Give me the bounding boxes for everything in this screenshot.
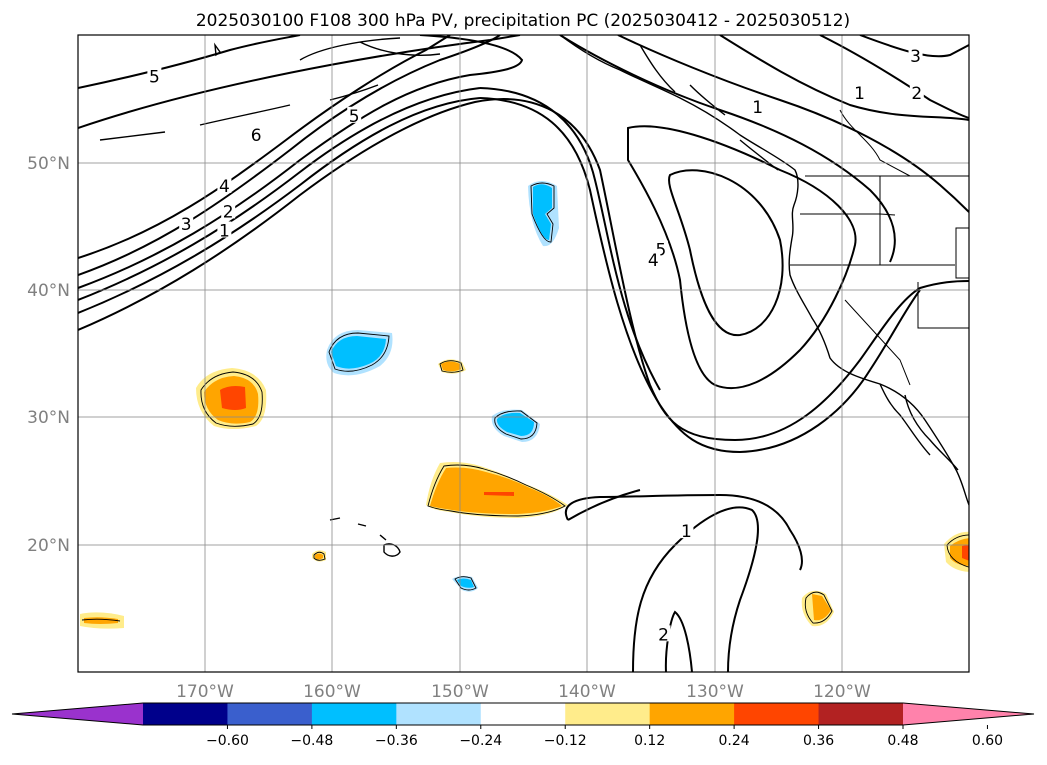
colorbar-segment bbox=[227, 703, 313, 725]
colorbar-tick-label: 0.36 bbox=[803, 733, 834, 749]
pv-contour-label: 2 bbox=[223, 202, 234, 222]
pv-contour-label: 5 bbox=[656, 241, 667, 261]
pv-contour-label: 1 bbox=[681, 522, 692, 542]
lat-tick-labels: 50°N 40°N 30°N 20°N bbox=[27, 154, 70, 556]
pv-contour-label: 3 bbox=[910, 47, 921, 67]
precip-pc-positive bbox=[315, 553, 323, 560]
lon-tick-label: 120°W bbox=[813, 682, 871, 702]
colorbar-segment bbox=[734, 703, 820, 725]
lat-tick-label: 50°N bbox=[27, 154, 70, 174]
pv-contour-label: 2 bbox=[911, 84, 922, 104]
coastlines bbox=[99, 35, 969, 557]
lon-tick-label: 150°W bbox=[431, 682, 489, 702]
borders bbox=[790, 109, 969, 386]
alaska-coast bbox=[559, 35, 969, 506]
pv-contour-label-bg bbox=[750, 97, 765, 114]
colorbar-tick-label: 0.48 bbox=[887, 733, 918, 749]
colorbar-tick-label: −0.24 bbox=[459, 733, 502, 749]
lat-tick-label: 30°N bbox=[27, 408, 70, 428]
lon-tick-label: 140°W bbox=[558, 682, 616, 702]
lon-tick-label: 160°W bbox=[303, 682, 361, 702]
pv-contour-label: 4 bbox=[648, 251, 659, 271]
baja-peninsula bbox=[879, 383, 959, 471]
pv-contour-label: 1 bbox=[854, 84, 865, 104]
colorbar: −0.60 −0.48 −0.36 −0.24 −0.12 0.12 0.24 0.36 0.4… bbox=[11, 702, 1035, 749]
lat-tick-label: 20°N bbox=[27, 536, 70, 556]
pv-contour-label-bg bbox=[679, 522, 694, 539]
colorbar-outline bbox=[11, 702, 1035, 726]
pv-contour-label-bg bbox=[221, 202, 236, 219]
pv-contour-label: 4 bbox=[219, 177, 230, 197]
colorbar-segment bbox=[649, 703, 735, 725]
colorbar-extend-min bbox=[12, 703, 143, 725]
lon-tick-label: 130°W bbox=[686, 682, 744, 702]
colorbar-tick-label: −0.60 bbox=[206, 733, 249, 749]
precip-pc-negative bbox=[533, 184, 552, 240]
precip-pc-positive bbox=[220, 386, 246, 410]
pv-contour-label: 2 bbox=[658, 625, 669, 645]
pv-contour-label-bg bbox=[908, 46, 923, 63]
pv-contour-label-bg bbox=[646, 250, 661, 267]
pv-contour-label-bg bbox=[249, 125, 264, 142]
precip-pc-negative bbox=[331, 336, 386, 369]
gridlines bbox=[78, 35, 969, 672]
colorbar-segment bbox=[143, 703, 228, 725]
colorbar-segment bbox=[311, 703, 397, 725]
colorbar-tick-label: −0.48 bbox=[290, 733, 333, 749]
precip-pc-positive bbox=[484, 492, 514, 496]
map-frame bbox=[77, 34, 970, 673]
colorbar-tick-label: 0.24 bbox=[719, 733, 750, 749]
map-title: 2025030100 F108 300 hPa PV, precipitatio… bbox=[196, 11, 850, 31]
pv-contour-label-bg bbox=[217, 176, 232, 193]
lon-tick-labels: 170°W 160°W 150°W 140°W 130°W 120°W bbox=[176, 682, 871, 702]
colorbar-segment bbox=[565, 703, 651, 725]
map-background bbox=[78, 35, 969, 672]
pv-contour-label-bg bbox=[179, 215, 194, 232]
pv-contours bbox=[78, 35, 969, 672]
bc-islands bbox=[639, 44, 779, 171]
precip-pc-positive bbox=[962, 544, 969, 561]
colorbar-tick-label: 0.60 bbox=[972, 733, 1003, 749]
lon-tick-label: 170°W bbox=[176, 682, 234, 702]
pv-contour-label: 5 bbox=[149, 67, 160, 87]
colorbar-extend-max bbox=[903, 703, 1034, 725]
pv-contour-label-bg bbox=[347, 106, 362, 123]
colorbar-tick-label: −0.12 bbox=[544, 733, 587, 749]
colorbar-tick-label: 0.12 bbox=[634, 733, 665, 749]
colorbar-segment bbox=[396, 703, 482, 725]
pv-contour-label-bg bbox=[147, 67, 162, 84]
precip-pc-negative bbox=[496, 412, 534, 436]
alaska-islands bbox=[99, 37, 441, 141]
colorbar-segment bbox=[480, 703, 566, 725]
precip-pc-positive bbox=[812, 594, 831, 621]
hawaii-islands bbox=[329, 517, 401, 557]
pv-contour-label: 1 bbox=[219, 221, 230, 241]
pv-contour-label: 1 bbox=[752, 98, 763, 118]
pv-contour-label-bg bbox=[656, 625, 671, 642]
lat-tick-label: 40°N bbox=[27, 281, 70, 301]
colorbar-segment bbox=[818, 703, 904, 725]
pv-contour-label: 6 bbox=[251, 126, 262, 146]
pv-contour-label-bg bbox=[852, 83, 867, 100]
pv-contour-label: 5 bbox=[349, 107, 360, 127]
precip-pc-outlines bbox=[81, 182, 969, 624]
small-island bbox=[214, 42, 221, 57]
pv-contour-label-bg bbox=[217, 221, 232, 238]
pv-contour-label-bg bbox=[909, 83, 924, 100]
colorbar-tick-label: −0.36 bbox=[375, 733, 418, 749]
pv-contour-label: 3 bbox=[181, 215, 192, 235]
precip-pc-positive bbox=[441, 361, 461, 372]
precip-pc-positive bbox=[430, 467, 562, 514]
precip-pc-negative bbox=[457, 578, 474, 588]
